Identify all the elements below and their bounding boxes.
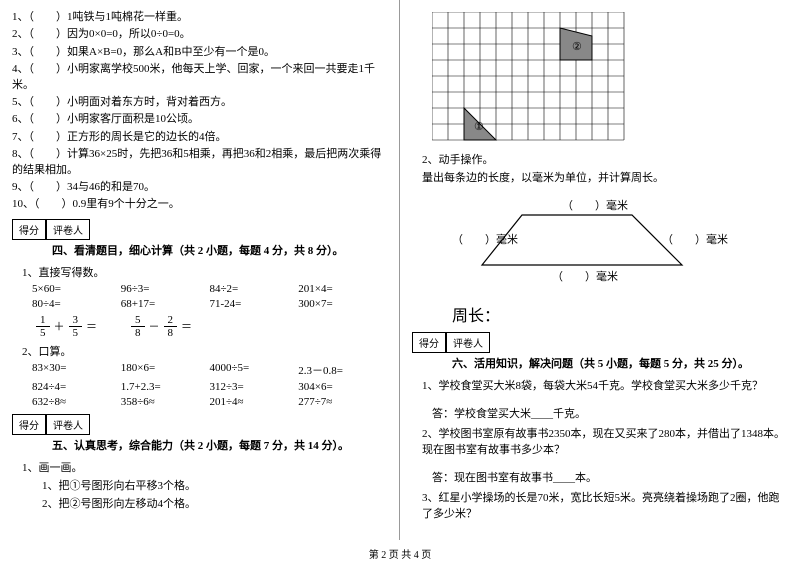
judgment-item: 7、（ ）正方形的周长是它的边长的4倍。 xyxy=(12,130,387,145)
left-column: 1、（ ）1吨铁与1吨棉花一样重。 2、（ ）因为0×0=0，所以0÷0=0。 … xyxy=(0,0,400,540)
score-box-4: 得分 评卷人 xyxy=(12,219,387,240)
score-cell: 得分 xyxy=(412,332,446,353)
calc-item: 84÷2= xyxy=(210,283,299,295)
trapezoid-diagram: （ ）毫米 （ ）毫米 （ ）毫米 （ ）毫米 xyxy=(452,195,732,285)
calc-item: 4000÷5= xyxy=(210,362,299,378)
page-footer: 第 2 页 共 4 页 xyxy=(0,546,800,561)
score-box-6: 得分 评卷人 xyxy=(412,332,788,353)
q-hands-on-text: 量出每条边的长度，以毫米为单位，并计算周长。 xyxy=(422,169,788,185)
calc-row: 80÷4= 68+17= 71-24= 300×7= xyxy=(32,298,387,310)
calc-item: 71-24= xyxy=(210,298,299,310)
q-hands-on-label: 2、动手操作。 xyxy=(422,151,788,167)
problem-2: 2、学校图书室原有故事书2350本，现在又买来了280本，并借出了1348本。现… xyxy=(422,425,788,457)
calc-item: 180×6= xyxy=(121,362,210,378)
shape-1-label: ① xyxy=(474,121,484,133)
fraction: 58 xyxy=(131,314,145,339)
judgment-item: 3、（ ）如果A×B=0，那么A和B中至少有一个是0。 xyxy=(12,45,387,60)
q5-1a: 1、把①号图形向右平移3个格。 xyxy=(42,477,387,493)
judgment-item: 1、（ ）1吨铁与1吨棉花一样重。 xyxy=(12,10,387,25)
fraction-row: 15 ＋ 35 ＝ 58 － 28 ＝ xyxy=(32,314,387,339)
judgment-item: 6、（ ）小明家客厅面积是10公顷。 xyxy=(12,112,387,127)
calc-item: 201×4= xyxy=(298,283,387,295)
grid-diagram: ① ② xyxy=(432,12,626,142)
judgment-list: 1、（ ）1吨铁与1吨棉花一样重。 2、（ ）因为0×0=0，所以0÷0=0。 … xyxy=(12,10,387,213)
perimeter-label: 周长： xyxy=(452,302,788,326)
calc-row: 5×60= 96÷3= 84÷2= 201×4= xyxy=(32,283,387,295)
page: 1、（ ）1吨铁与1吨棉花一样重。 2、（ ）因为0×0=0，所以0÷0=0。 … xyxy=(0,0,800,540)
calc-item: 1.7+2.3= xyxy=(121,381,210,393)
grader-cell: 评卷人 xyxy=(46,414,90,435)
q5-1: 1、画一画。 xyxy=(22,459,387,475)
fraction: 15 xyxy=(36,314,50,339)
shape-2-label: ② xyxy=(572,41,582,53)
calc-item: 312÷3= xyxy=(210,381,299,393)
minus-sign: － xyxy=(149,318,160,334)
calc-item: 358÷6≈ xyxy=(121,396,210,408)
judgment-item: 4、（ ）小明家离学校500米，他每天上学、回家，一个来回一共要走1千米。 xyxy=(12,62,387,93)
top-label: （ ）毫米 xyxy=(562,198,628,212)
calc-item: 300×7= xyxy=(298,298,387,310)
fraction: 35 xyxy=(69,314,83,339)
q5-1b: 2、把②号图形向左移动4个格。 xyxy=(42,495,387,511)
problem-3: 3、红星小学操场的长是70米，宽比长短5米。亮亮绕着操场跑了2圈，他跑了多少米？ xyxy=(422,489,788,521)
judgment-item: 8、（ ）计算36×25时，先把36和5相乘，再把36和2相乘，最后把两次乘得的… xyxy=(12,147,387,178)
calc-item: 5×60= xyxy=(32,283,121,295)
judgment-item: 10、（ ）0.9里有9个十分之一。 xyxy=(12,197,387,212)
calc-item: 80÷4= xyxy=(32,298,121,310)
score-cell: 得分 xyxy=(12,414,46,435)
calc-item: 304×6= xyxy=(298,381,387,393)
q4-1-label: 1、直接写得数。 xyxy=(22,264,387,280)
judgment-item: 2、（ ）因为0×0=0，所以0÷0=0。 xyxy=(12,27,387,42)
fraction: 28 xyxy=(164,314,178,339)
problem-1: 1、学校食堂买大米8袋，每袋大米54千克。学校食堂买大米多少千克？ xyxy=(422,377,788,393)
grader-cell: 评卷人 xyxy=(46,219,90,240)
plus-sign: ＋ xyxy=(54,318,65,334)
score-cell: 得分 xyxy=(12,219,46,240)
section-6-title: 六、活用知识，解决问题（共 5 小题，每题 5 分，共 25 分）。 xyxy=(452,355,788,371)
problem-2-answer: 答：现在图书室有故事书____本。 xyxy=(432,469,788,485)
calc-row: 632÷8≈ 358÷6≈ 201÷4≈ 277÷7≈ xyxy=(32,396,387,408)
calc-row: 824÷4= 1.7+2.3= 312÷3= 304×6= xyxy=(32,381,387,393)
calc-item: 2.3－0.8= xyxy=(298,362,387,378)
problem-1-answer: 答：学校食堂买大米____千克。 xyxy=(432,405,788,421)
judgment-item: 5、（ ）小明面对着东方时，背对着西方。 xyxy=(12,95,387,110)
calc-item: 632÷8≈ xyxy=(32,396,121,408)
calc-item: 68+17= xyxy=(121,298,210,310)
q4-2-label: 2、口算。 xyxy=(22,343,387,359)
eq-sign: ＝ xyxy=(86,318,97,334)
calc-item: 277÷7≈ xyxy=(298,396,387,408)
right-label: （ ）毫米 xyxy=(662,232,728,246)
calc-row: 83×30= 180×6= 4000÷5= 2.3－0.8= xyxy=(32,362,387,378)
eq-sign: ＝ xyxy=(181,318,192,334)
calc-item: 201÷4≈ xyxy=(210,396,299,408)
calc-item: 824÷4= xyxy=(32,381,121,393)
calc-item: 96÷3= xyxy=(121,283,210,295)
section-4-title: 四、看清题目，细心计算（共 2 小题，每题 4 分，共 8 分）。 xyxy=(52,242,387,258)
calc-item: 83×30= xyxy=(32,362,121,378)
grader-cell: 评卷人 xyxy=(446,332,490,353)
right-column: ① ② 2、动手操作。 量出每条边的长度，以毫米为单位，并计算周长。 （ ）毫米… xyxy=(400,0,800,540)
judgment-item: 9、（ ）34与46的和是70。 xyxy=(12,180,387,195)
left-label: （ ）毫米 xyxy=(452,232,518,246)
score-box-5: 得分 评卷人 xyxy=(12,414,387,435)
bottom-label: （ ）毫米 xyxy=(552,269,618,283)
section-5-title: 五、认真思考，综合能力（共 2 小题，每题 7 分，共 14 分）。 xyxy=(52,437,387,453)
